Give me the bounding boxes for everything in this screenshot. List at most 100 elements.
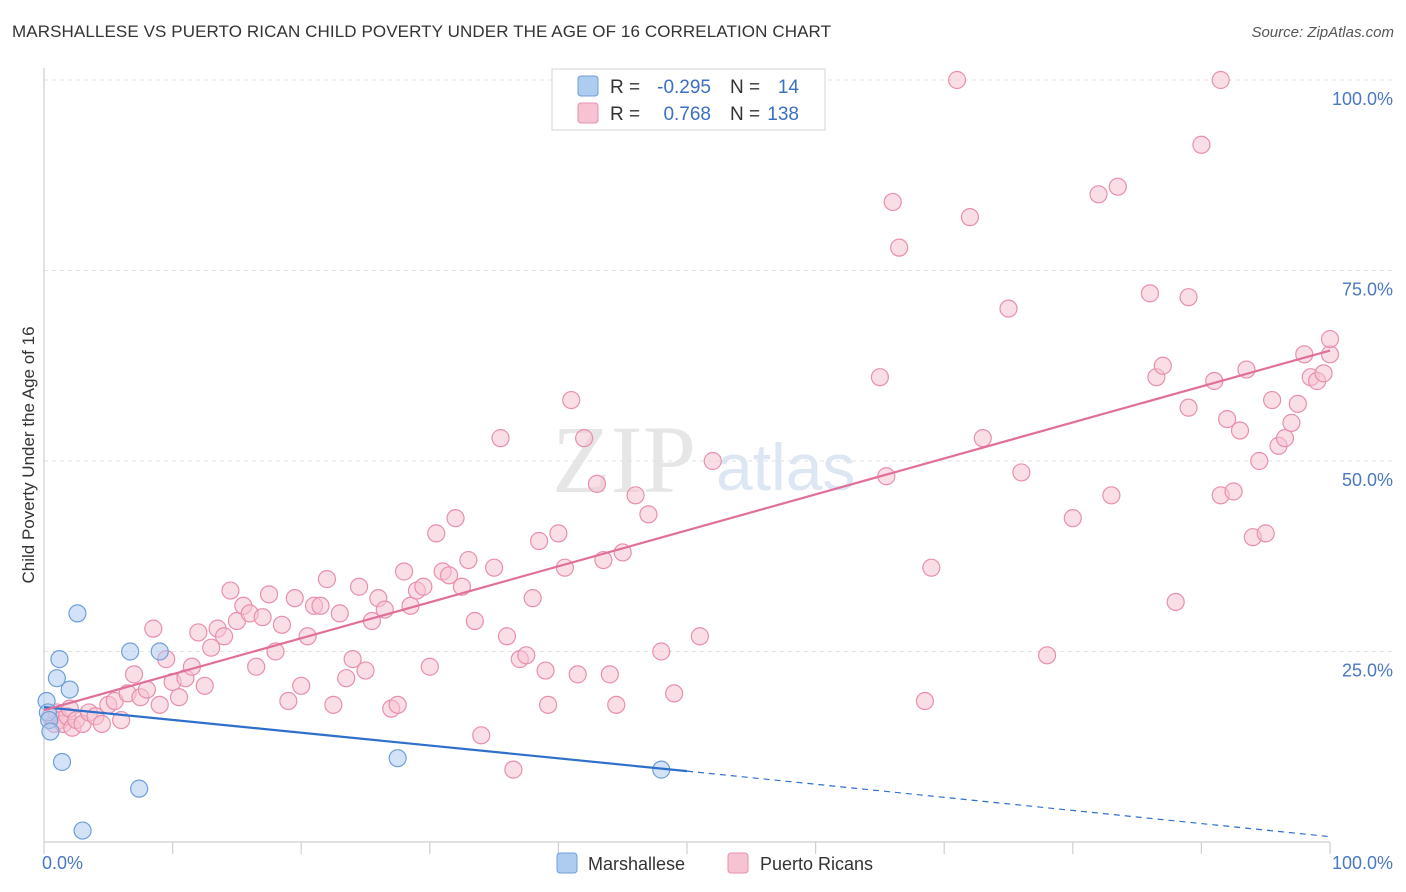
- puerto-ricans-point: [504, 760, 523, 779]
- puerto-ricans-point: [247, 657, 266, 676]
- puerto-ricans-point: [973, 429, 992, 448]
- puerto-ricans-point: [1063, 509, 1082, 528]
- watermark: ZIP atlas: [552, 406, 855, 513]
- puerto-ricans-point: [568, 665, 587, 684]
- puerto-ricans-point: [124, 665, 144, 684]
- puerto-ricans-point: [690, 627, 709, 646]
- puerto-ricans-point: [1224, 482, 1243, 501]
- puerto-ricans-point: [324, 695, 343, 714]
- puerto-ricans-point: [1263, 390, 1282, 410]
- puerto-ricans-point: [394, 562, 414, 581]
- puerto-ricans-point: [272, 615, 292, 634]
- bottom-legend: Marshallese Puerto Ricans: [556, 852, 873, 874]
- puerto-ricans-point: [439, 566, 459, 585]
- puerto-ricans-point: [388, 695, 407, 714]
- puerto-ricans-point: [1320, 345, 1340, 364]
- marshallese-point: [121, 642, 140, 661]
- puerto-ricans-point: [1153, 356, 1172, 375]
- puerto-ricans-point: [150, 695, 169, 714]
- puerto-ricans-point: [999, 299, 1018, 318]
- x-tick-label-min: 0.0%: [42, 853, 83, 873]
- marshallese-point: [52, 752, 72, 772]
- puerto-ricans-point: [279, 691, 298, 711]
- puerto-ricans-point: [1089, 185, 1108, 204]
- puerto-ricans-point: [259, 585, 279, 604]
- puerto-ricans-points: [41, 70, 1340, 779]
- marshallese-point: [388, 749, 407, 768]
- puerto-ricans-point: [221, 581, 240, 600]
- puerto-ricans-point: [189, 623, 208, 642]
- puerto-ricans-point: [539, 695, 558, 714]
- puerto-ricans-point: [600, 665, 619, 684]
- legend-n-label: N =: [730, 77, 760, 98]
- marshallese-point: [73, 821, 92, 840]
- y-tick-label-75: 75.0%: [1342, 280, 1393, 300]
- trend-lines: [43, 349, 1331, 838]
- puerto-ricans-point: [523, 589, 542, 608]
- marshallese-point: [41, 722, 60, 741]
- bottom-legend-swatch-puerto-ricans: [727, 852, 749, 874]
- puerto-ricans-point: [1250, 451, 1269, 471]
- puerto-ricans-point: [1314, 364, 1333, 383]
- puerto-ricans-point: [639, 505, 658, 524]
- puerto-ricans-point: [1320, 329, 1340, 349]
- puerto-ricans-point: [1256, 524, 1275, 543]
- puerto-ricans-point: [922, 558, 941, 577]
- puerto-ricans-point: [915, 691, 935, 711]
- puerto-ricans-point: [195, 676, 214, 695]
- puerto-ricans-point: [446, 509, 465, 528]
- puerto-ricans-point: [607, 695, 626, 714]
- puerto-ricans-trend-line: [43, 349, 1331, 712]
- puerto-ricans-point: [253, 608, 272, 627]
- puerto-ricans-point: [1192, 135, 1211, 154]
- legend-n-value-marshallese: 14: [778, 77, 800, 98]
- marshallese-point: [47, 669, 66, 688]
- legend-swatch-puerto-ricans: [577, 102, 599, 124]
- puerto-ricans-point: [1166, 592, 1185, 612]
- legend-n-value-puerto-ricans: 138: [767, 104, 799, 125]
- puerto-ricans-point: [472, 726, 491, 745]
- puerto-ricans-point: [1218, 409, 1237, 429]
- puerto-ricans-point: [465, 611, 484, 631]
- puerto-ricans-point: [562, 390, 581, 410]
- puerto-ricans-point: [517, 646, 536, 665]
- puerto-ricans-point: [459, 550, 478, 570]
- bottom-legend-label-puerto-ricans: Puerto Ricans: [760, 854, 873, 874]
- marshallese-point: [50, 650, 69, 669]
- y-tick-label-50: 50.0%: [1342, 470, 1393, 490]
- puerto-ricans-point: [587, 474, 607, 493]
- marshallese-points: [37, 604, 671, 840]
- marshallese-point: [150, 642, 169, 661]
- puerto-ricans-point: [485, 558, 504, 577]
- puerto-ricans-point: [890, 238, 909, 257]
- gridlines: [44, 79, 1392, 652]
- puerto-ricans-point: [947, 70, 967, 90]
- legend-r-label: R =: [610, 104, 640, 125]
- puerto-ricans-point: [311, 596, 330, 615]
- puerto-ricans-point: [497, 627, 517, 646]
- legend-r-value-marshallese: -0.295: [657, 77, 711, 98]
- puerto-ricans-point: [214, 627, 234, 646]
- puerto-ricans-point: [420, 657, 439, 676]
- puerto-ricans-point: [1012, 463, 1031, 482]
- puerto-ricans-point: [575, 429, 594, 448]
- bottom-legend-label-marshallese: Marshallese: [588, 854, 685, 874]
- puerto-ricans-point: [530, 531, 549, 551]
- puerto-ricans-point: [549, 524, 568, 543]
- puerto-ricans-point: [1037, 646, 1057, 665]
- puerto-ricans-point: [1179, 398, 1198, 417]
- legend-n-label: N =: [730, 104, 760, 125]
- x-tick-label-max: 100.0%: [1332, 853, 1393, 873]
- puerto-ricans-point: [1140, 284, 1160, 303]
- y-tick-label-100: 100.0%: [1332, 89, 1393, 109]
- puerto-ricans-point: [1211, 70, 1230, 90]
- source-label: Source: ZipAtlas.com: [1251, 24, 1394, 41]
- puerto-ricans-point: [169, 688, 189, 707]
- puerto-ricans-point: [427, 524, 446, 543]
- puerto-ricans-point: [414, 577, 433, 596]
- puerto-ricans-point: [626, 486, 645, 505]
- marshallese-point: [130, 779, 149, 798]
- legend-swatch-marshallese: [577, 75, 599, 97]
- puerto-ricans-point: [349, 577, 369, 596]
